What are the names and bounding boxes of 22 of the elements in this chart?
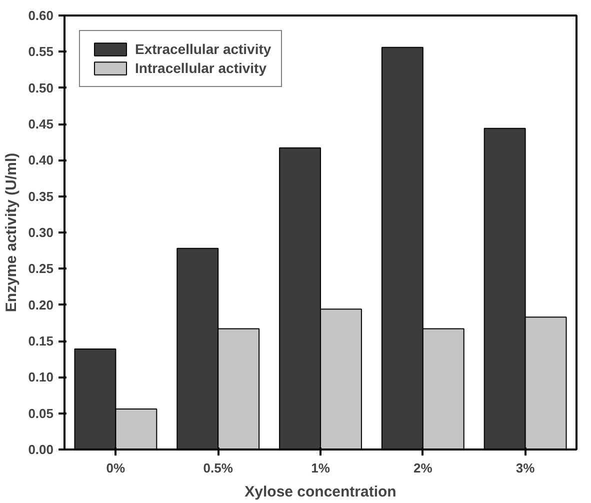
x-tick-label: 0.5% <box>203 460 234 476</box>
y-tick-label: 0.25 <box>28 261 54 276</box>
y-axis-title: Enzyme activity (U/ml) <box>3 152 20 312</box>
y-tick-label: 0.20 <box>28 297 54 312</box>
x-tick-label: 3% <box>516 460 536 476</box>
y-tick-label: 0.30 <box>28 225 54 240</box>
legend-label: Extracellular activity <box>135 41 272 57</box>
x-axis-title: Xylose concentration <box>244 484 396 500</box>
legend-label: Intracellular activity <box>135 60 267 76</box>
y-tick-label: 0.35 <box>28 188 54 204</box>
y-tick-label: 0.55 <box>28 44 54 60</box>
y-tick-label: 0.45 <box>28 116 54 132</box>
x-tick-label: 0% <box>106 460 126 476</box>
y-tick-label: 0.60 <box>28 8 54 23</box>
y-tick-label: 0.50 <box>28 80 54 96</box>
y-tick-label: 0.15 <box>28 334 54 348</box>
y-tick-label: 0.00 <box>28 442 54 457</box>
y-tick-label: 0.40 <box>28 152 54 168</box>
x-tick-label: 1% <box>311 460 330 476</box>
x-tick-label: 2% <box>414 460 433 476</box>
y-tick-label: 0.05 <box>28 406 54 421</box>
y-tick-label: 0.10 <box>28 370 54 385</box>
